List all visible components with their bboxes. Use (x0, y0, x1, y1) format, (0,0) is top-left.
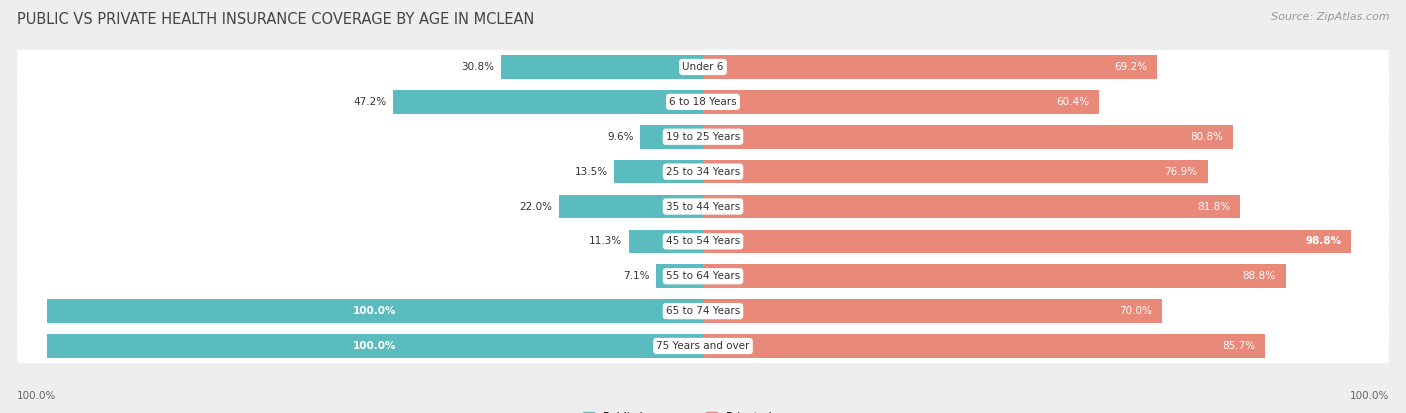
FancyBboxPatch shape (17, 277, 1389, 413)
Text: 60.4%: 60.4% (1056, 97, 1090, 107)
Text: 45 to 54 Years: 45 to 54 Years (666, 236, 740, 247)
FancyBboxPatch shape (17, 242, 1389, 380)
Text: 70.0%: 70.0% (1119, 306, 1153, 316)
FancyBboxPatch shape (394, 90, 703, 114)
FancyBboxPatch shape (703, 230, 1351, 253)
Text: 35 to 44 Years: 35 to 44 Years (666, 202, 740, 211)
FancyBboxPatch shape (17, 138, 1389, 275)
Text: 55 to 64 Years: 55 to 64 Years (666, 271, 740, 281)
FancyBboxPatch shape (640, 125, 703, 149)
Text: Under 6: Under 6 (682, 62, 724, 72)
FancyBboxPatch shape (17, 68, 1389, 206)
Text: 85.7%: 85.7% (1222, 341, 1256, 351)
Text: 80.8%: 80.8% (1191, 132, 1223, 142)
Text: 100.0%: 100.0% (353, 341, 396, 351)
FancyBboxPatch shape (703, 195, 1240, 218)
Text: 30.8%: 30.8% (461, 62, 495, 72)
FancyBboxPatch shape (501, 55, 703, 79)
FancyBboxPatch shape (614, 160, 703, 183)
Text: 100.0%: 100.0% (1350, 391, 1389, 401)
FancyBboxPatch shape (657, 264, 703, 288)
Text: 19 to 25 Years: 19 to 25 Years (666, 132, 740, 142)
FancyBboxPatch shape (628, 230, 703, 253)
FancyBboxPatch shape (703, 264, 1285, 288)
FancyBboxPatch shape (703, 90, 1099, 114)
Text: 6 to 18 Years: 6 to 18 Years (669, 97, 737, 107)
Text: 13.5%: 13.5% (575, 166, 607, 177)
Text: 100.0%: 100.0% (17, 391, 56, 401)
Text: PUBLIC VS PRIVATE HEALTH INSURANCE COVERAGE BY AGE IN MCLEAN: PUBLIC VS PRIVATE HEALTH INSURANCE COVER… (17, 12, 534, 27)
Text: 76.9%: 76.9% (1164, 166, 1198, 177)
Text: 47.2%: 47.2% (354, 97, 387, 107)
Text: 7.1%: 7.1% (623, 271, 650, 281)
FancyBboxPatch shape (703, 55, 1157, 79)
Text: Source: ZipAtlas.com: Source: ZipAtlas.com (1271, 12, 1389, 22)
Text: 98.8%: 98.8% (1305, 236, 1341, 247)
FancyBboxPatch shape (17, 207, 1389, 345)
Text: 11.3%: 11.3% (589, 236, 623, 247)
FancyBboxPatch shape (558, 195, 703, 218)
FancyBboxPatch shape (46, 334, 703, 358)
Legend: Public Insurance, Private Insurance: Public Insurance, Private Insurance (579, 408, 827, 413)
FancyBboxPatch shape (703, 160, 1208, 183)
Text: 81.8%: 81.8% (1197, 202, 1230, 211)
Text: 25 to 34 Years: 25 to 34 Years (666, 166, 740, 177)
FancyBboxPatch shape (46, 299, 703, 323)
Text: 65 to 74 Years: 65 to 74 Years (666, 306, 740, 316)
Text: 22.0%: 22.0% (519, 202, 553, 211)
Text: 88.8%: 88.8% (1243, 271, 1275, 281)
Text: 75 Years and over: 75 Years and over (657, 341, 749, 351)
FancyBboxPatch shape (703, 299, 1163, 323)
FancyBboxPatch shape (703, 334, 1265, 358)
Text: 100.0%: 100.0% (353, 306, 396, 316)
FancyBboxPatch shape (703, 125, 1233, 149)
FancyBboxPatch shape (17, 172, 1389, 311)
Text: 9.6%: 9.6% (607, 132, 634, 142)
FancyBboxPatch shape (17, 102, 1389, 241)
Text: 69.2%: 69.2% (1114, 62, 1147, 72)
FancyBboxPatch shape (17, 0, 1389, 136)
FancyBboxPatch shape (17, 33, 1389, 171)
